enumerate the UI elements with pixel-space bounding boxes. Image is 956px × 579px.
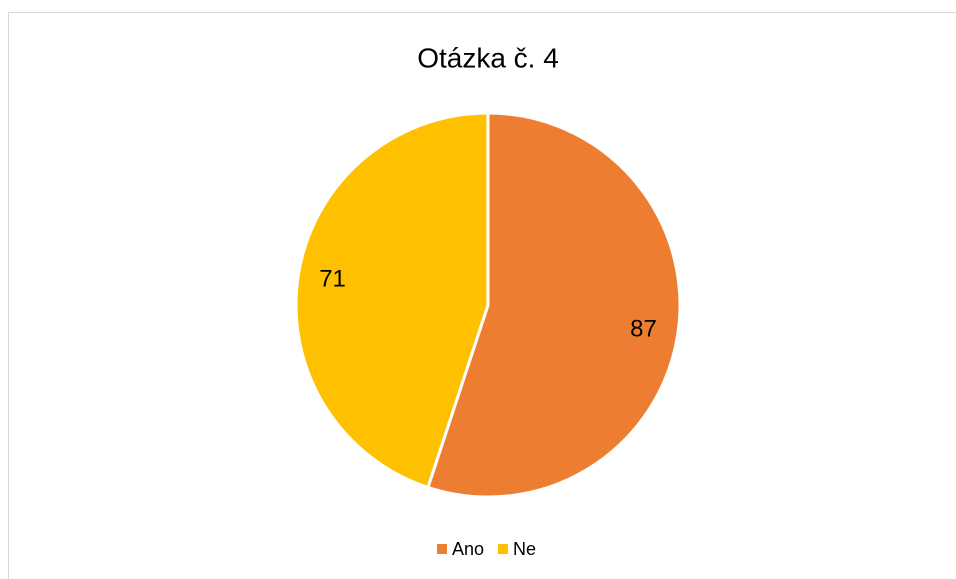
legend-label: Ne	[513, 539, 536, 559]
data-label: 71	[319, 265, 346, 292]
pie-slice	[426, 111, 682, 499]
pie-slice	[294, 111, 490, 490]
data-label: 87	[630, 315, 657, 342]
chart-title: Otázka č. 4	[417, 42, 559, 73]
legend-swatch	[498, 544, 509, 554]
legend-label: Ano	[452, 539, 484, 559]
legend-swatch	[437, 544, 447, 554]
